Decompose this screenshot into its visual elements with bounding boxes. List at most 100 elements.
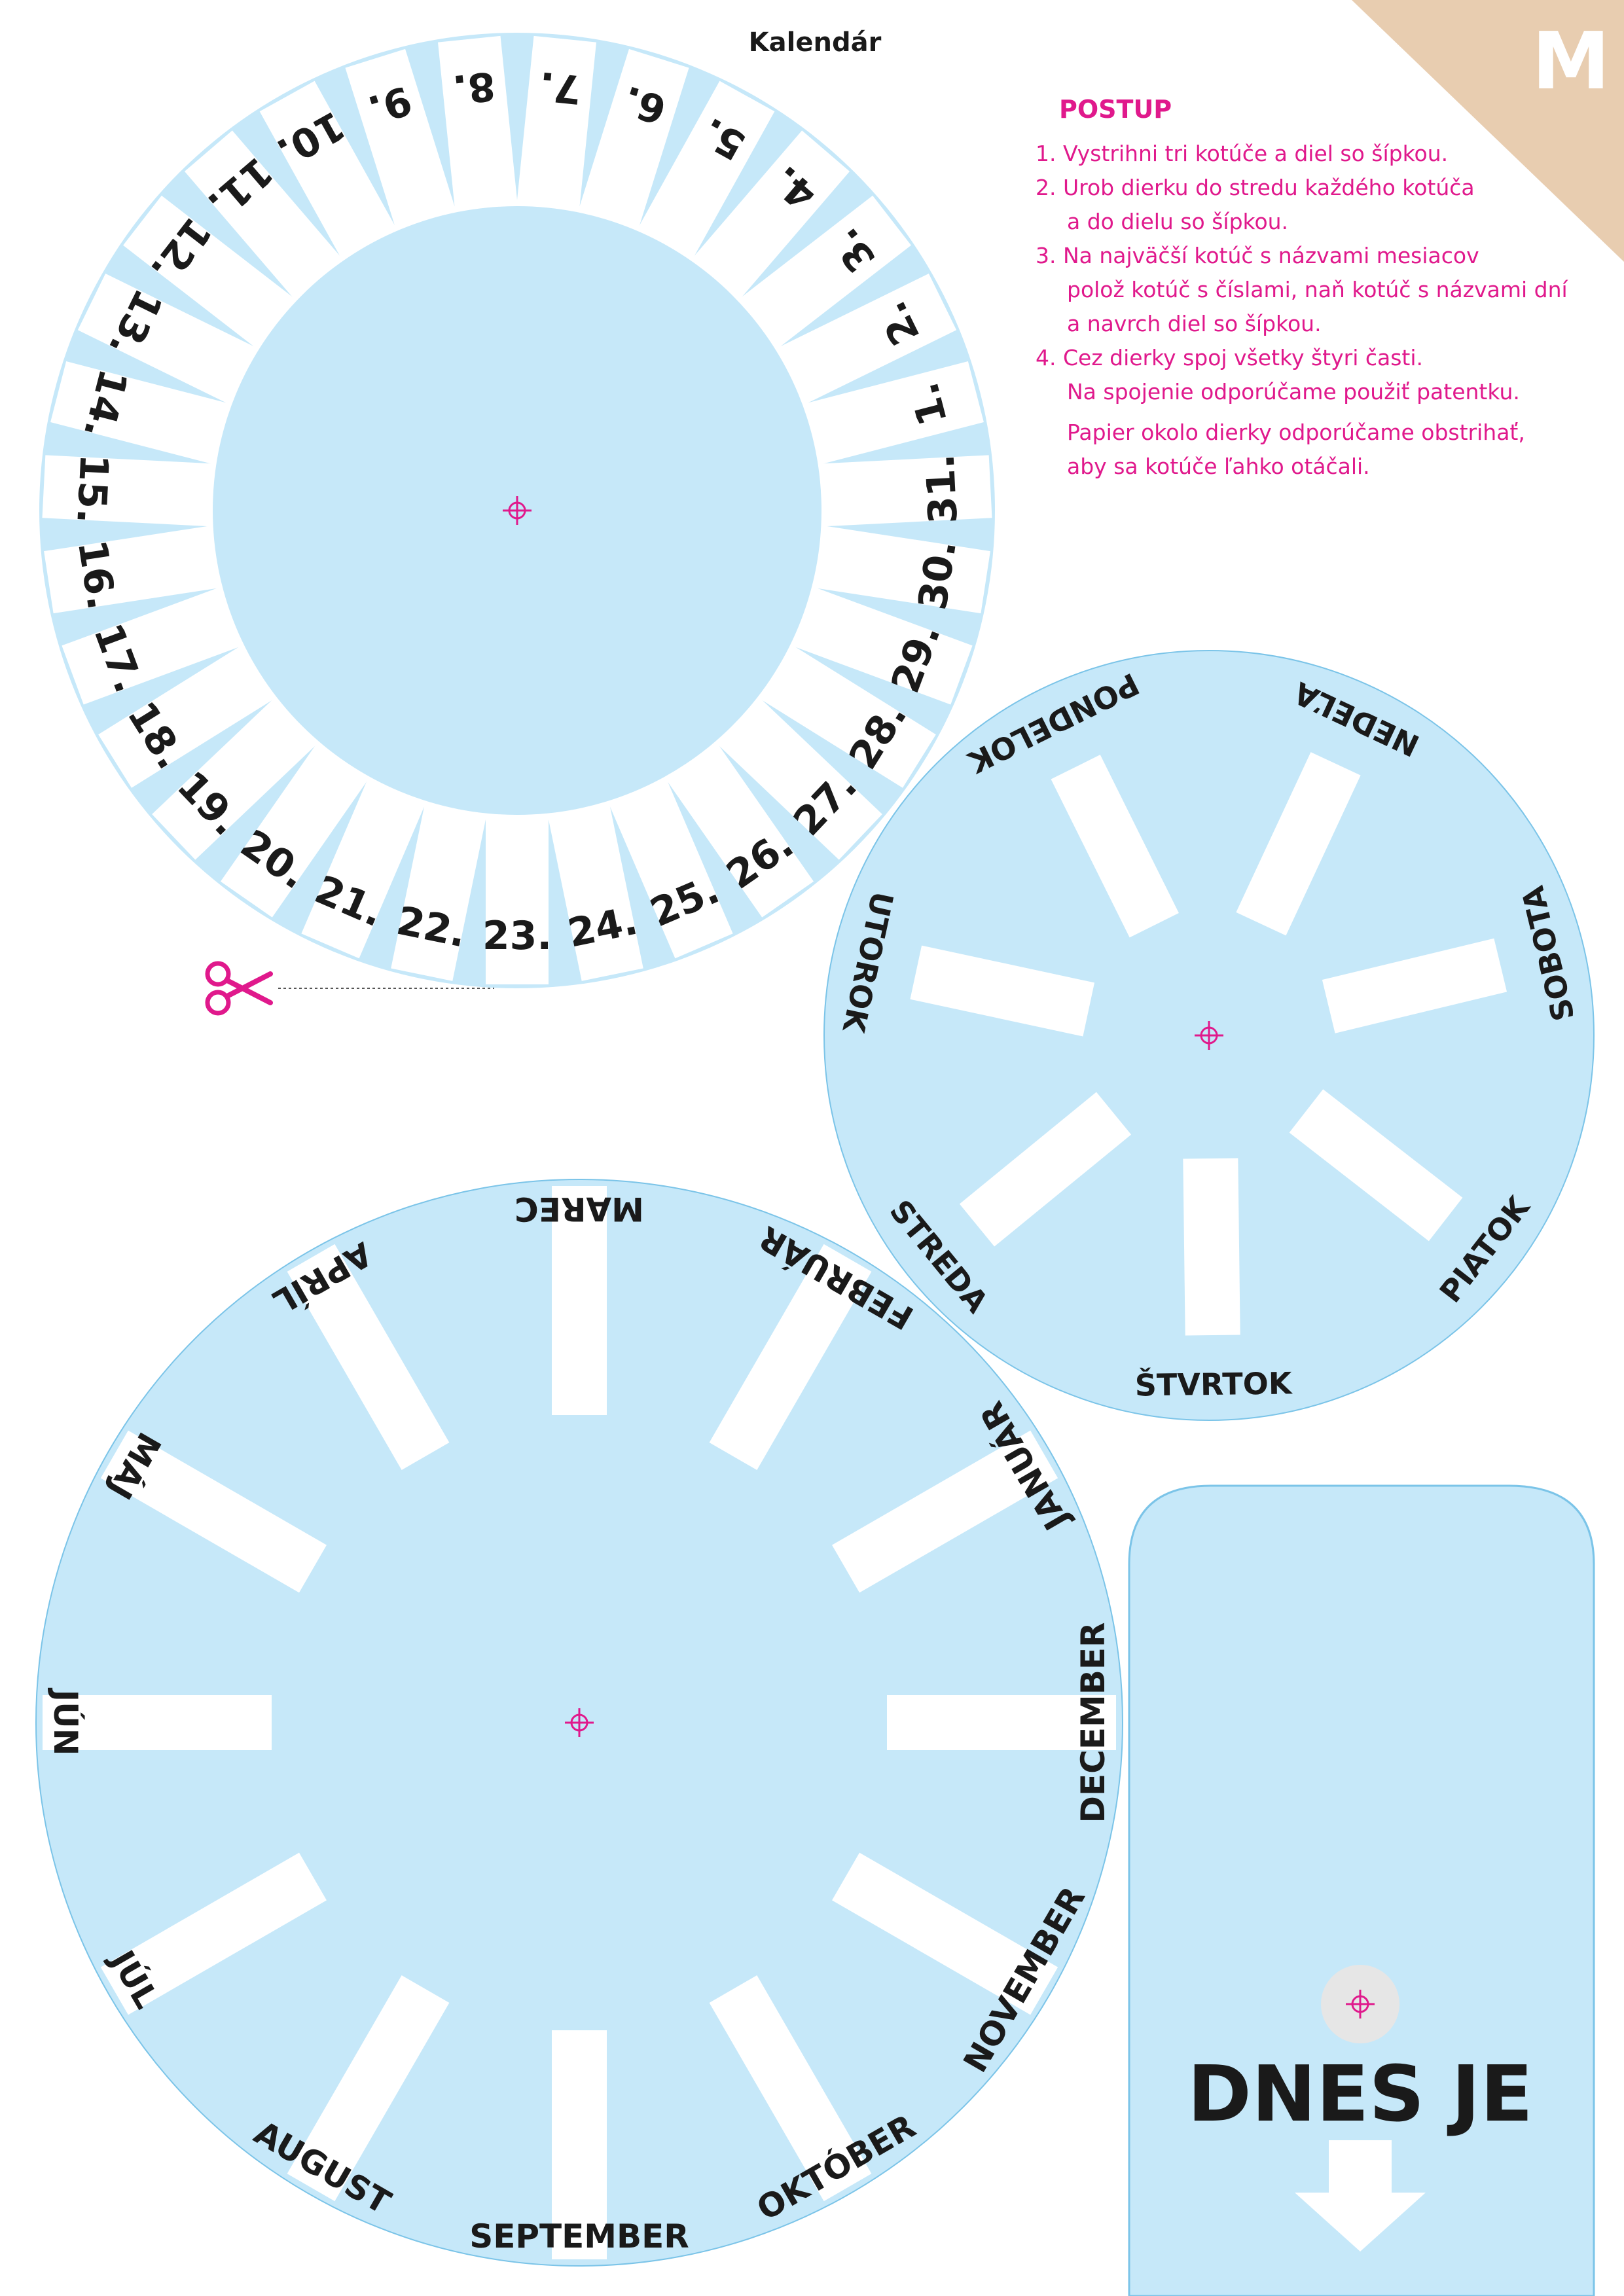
day-slot [42,455,222,527]
slot-window [711,692,882,860]
month-label: JÚN [46,1687,85,1755]
slot-window [345,48,458,236]
month-slot [552,1186,607,1415]
weekday-slot [910,945,1095,1037]
slot-window [661,737,814,918]
day-slot [785,584,973,705]
day-slot [98,641,281,788]
slot-window [552,1186,607,1415]
slot-window [301,772,429,959]
month-slot [287,1244,450,1470]
instruction-line: Na spojenie odporúčame použiť patentku. [1067,379,1520,404]
slot-window [1322,938,1507,1033]
day-slot [438,35,518,218]
day-slot [259,81,401,266]
pointer-piece[interactable]: DNES JE [1128,1484,1595,2296]
month-slot [287,1975,450,2202]
instruction-line: 3. Na najväčší kotúč s názvami mesiacov [1036,243,1479,268]
month-slot [832,1430,1058,1593]
slot-window [770,274,957,408]
weekday-disc[interactable]: NEDEĽASOBOTAPIATOKŠTVRTOKSTREDAUTOROKPON… [823,650,1595,1421]
pointer-piece-shape [1128,1484,1595,2296]
day-slot [733,195,911,353]
month-slot [100,1430,327,1593]
day-slot [711,692,882,860]
month-slot [552,2030,607,2259]
day-slot [391,796,488,981]
day-slot [221,737,373,918]
slot-window [391,796,488,981]
month-disc[interactable]: MARECFEBRUÁRJANUÁRDECEMBERNOVEMBEROKTÓBE… [35,1179,1123,2267]
day-number-disc[interactable]: 1.2.3.4.5.6.7.8.9.10.11.12.13.14.15.16.1… [39,33,995,988]
month-label: MAREC [514,1190,644,1228]
day-slot [62,584,249,705]
day-number: 23. [482,913,552,959]
instruction-line: Papier okolo dierky odporúčame obstrihať… [1067,420,1525,445]
day-slot [77,274,264,408]
weekday-slot [1289,1089,1463,1242]
slot-window [287,1975,450,2202]
center-target-icon [1346,1990,1375,2018]
day-slot [301,772,429,959]
slot-window [152,692,323,860]
day-slot [123,195,301,353]
weekday-label: ŠTVRTOK [1135,1365,1294,1403]
slot-window [100,1852,327,2015]
month-slot [709,1975,872,2202]
day-slot [576,48,689,236]
corner-tab [1352,0,1624,262]
month-label: DECEMBER [1074,1622,1112,1823]
instruction-line: 2. Urob dierku do stredu každého kotúča [1036,175,1475,200]
instruction-line: a navrch diel so šípkou. [1067,311,1322,336]
day-number: 16. [69,537,124,613]
month-label: SEPTEMBER [469,2217,689,2255]
weekday-slot [1322,938,1507,1033]
month-slot [832,1852,1058,2015]
slot-window [516,35,596,218]
day-slot [44,524,228,614]
slot-window [43,1695,272,1750]
day-slot [770,274,957,408]
slot-window [733,195,911,353]
day-number: 31. [918,453,967,525]
center-target-icon [1195,1021,1223,1050]
day-slot [812,455,992,527]
day-slot [516,35,596,218]
day-slot [50,361,237,467]
instruction-line: a do dielu so šípkou. [1067,209,1288,234]
slot-window [812,455,992,527]
slot-window [221,737,373,918]
slot-window [438,35,518,218]
instructions-heading: POSTUP [1059,95,1172,124]
day-number: 8. [451,62,497,112]
slot-window [634,81,775,266]
day-slot [152,692,323,860]
day-slot [806,524,990,614]
slot-window [287,1244,450,1470]
slot-window [50,361,237,467]
instruction-line: polož kotúč s číslami, naň kotúč s názva… [1067,277,1569,302]
slot-window [100,1430,327,1593]
pointer-label: DNES JE [1187,2049,1533,2139]
slot-window [687,130,850,306]
day-slot [661,737,814,918]
slot-window [605,772,733,959]
day-slot [345,48,458,236]
slot-window [785,584,973,705]
day-slot [184,130,348,306]
slot-window [259,81,401,266]
day-slot [605,772,733,959]
slot-window [42,455,222,527]
slot-window [77,274,264,408]
day-slot [546,796,643,981]
slot-window [1051,755,1179,938]
weekday-slot [1183,1158,1240,1336]
day-slot [687,130,850,306]
slot-window [709,1975,872,2202]
weekday-slot [1051,755,1179,938]
slot-window [1289,1089,1463,1242]
slot-window [576,48,689,236]
day-slot [486,808,549,984]
slot-window [910,945,1095,1037]
slot-window [709,1244,872,1470]
